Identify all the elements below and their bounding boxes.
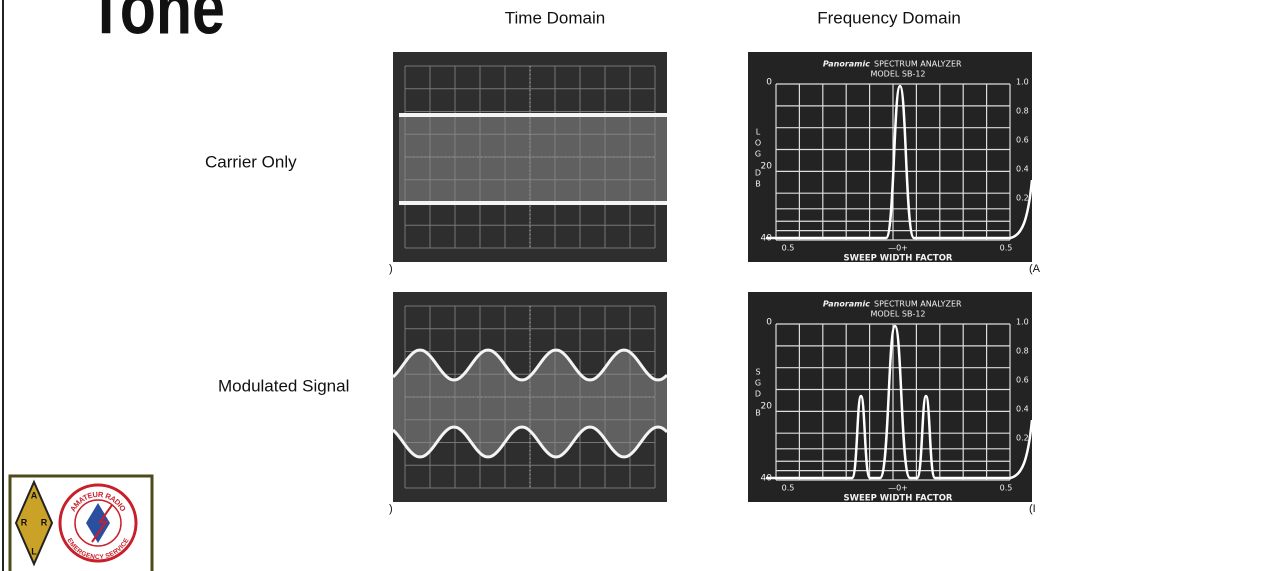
ares-diamond bbox=[86, 503, 110, 543]
right-scale-label: 1.0 bbox=[1016, 78, 1029, 87]
right-scale-label: 0.8 bbox=[1016, 107, 1029, 116]
bottom-scale-label: 0.5 bbox=[1000, 484, 1013, 493]
left-scale-label: 20 bbox=[761, 162, 773, 172]
carrier-fill bbox=[399, 114, 667, 204]
spectrum-brand: Panoramic bbox=[823, 60, 870, 69]
envelope-bottom bbox=[391, 425, 669, 459]
spectrum-brand: Panoramic bbox=[823, 300, 870, 309]
image-caption: (I bbox=[1029, 503, 1036, 515]
ares-bolt bbox=[91, 504, 113, 543]
spectrum-screen bbox=[748, 292, 1032, 502]
left-axis-letter: S bbox=[755, 368, 760, 377]
bottom-scale-label: 0.5 bbox=[1000, 244, 1013, 253]
envelope-top bbox=[391, 348, 669, 382]
spectrum-footer: SWEEP WIDTH FACTOR bbox=[844, 494, 953, 504]
left-axis-letter: O bbox=[755, 139, 761, 148]
slide-title: Tone bbox=[88, 0, 225, 50]
right-scale-label: 0.8 bbox=[1016, 347, 1029, 356]
oscilloscope-image bbox=[391, 292, 669, 502]
oscilloscope-image bbox=[393, 52, 667, 262]
left-axis-letter: B bbox=[755, 180, 761, 189]
right-scale-label: 0.2 bbox=[1016, 434, 1029, 443]
column-header: Frequency Domain bbox=[817, 8, 961, 27]
bottom-scale-label: 0.5 bbox=[782, 244, 795, 253]
spectrum-model: MODEL SB-12 bbox=[870, 310, 925, 319]
left-axis-letter: D bbox=[755, 169, 761, 178]
bottom-scale-label: —0+ bbox=[888, 484, 908, 493]
image-caption: (A bbox=[1029, 263, 1041, 275]
logo: A R R L AMATEUR RADIO EMERGENCY SERVICE bbox=[8, 474, 154, 571]
left-scale-label: 0 bbox=[766, 78, 772, 88]
left-axis-letter: L bbox=[756, 128, 761, 137]
arrl-letter: R bbox=[41, 517, 48, 527]
bottom-scale-label: 0.5 bbox=[782, 484, 795, 493]
left-scale-label: 20 bbox=[761, 402, 773, 412]
spectrum-heading: SPECTRUM ANALYZER bbox=[874, 300, 962, 309]
right-scale-label: 0.6 bbox=[1016, 376, 1029, 385]
column-header: Time Domain bbox=[505, 8, 605, 27]
right-scale-label: 0.4 bbox=[1016, 165, 1029, 174]
spectrum-model: MODEL SB-12 bbox=[870, 70, 925, 79]
left-scale-label: 40 bbox=[761, 474, 773, 484]
left-axis-letter: G bbox=[755, 379, 761, 388]
spectrum-trace bbox=[766, 84, 1032, 240]
spectrum-trace bbox=[766, 324, 1032, 480]
spectrum-heading: SPECTRUM ANALYZER bbox=[874, 60, 962, 69]
left-scale-label: 40 bbox=[761, 234, 773, 244]
right-scale-label: 1.0 bbox=[1016, 318, 1029, 327]
arrl-letter: L bbox=[31, 546, 37, 556]
right-scale-label: 0.6 bbox=[1016, 136, 1029, 145]
left-axis-letter: G bbox=[755, 150, 761, 159]
arrl-letter: R bbox=[21, 517, 28, 527]
row-label: Modulated Signal bbox=[218, 376, 349, 395]
arrl-letter: A bbox=[31, 490, 38, 500]
right-scale-label: 0.2 bbox=[1016, 194, 1029, 203]
right-scale-label: 0.4 bbox=[1016, 405, 1029, 414]
left-scale-label: 0 bbox=[766, 318, 772, 328]
row-label: Carrier Only bbox=[205, 152, 297, 171]
spectrum-footer: SWEEP WIDTH FACTOR bbox=[844, 254, 953, 264]
arrl-diamond bbox=[14, 479, 54, 567]
image-caption: ) bbox=[389, 263, 393, 275]
left-axis-letter: B bbox=[755, 409, 761, 418]
image-caption: ) bbox=[389, 503, 393, 515]
left-axis-letter: D bbox=[755, 390, 761, 399]
bottom-scale-label: —0+ bbox=[888, 244, 908, 253]
